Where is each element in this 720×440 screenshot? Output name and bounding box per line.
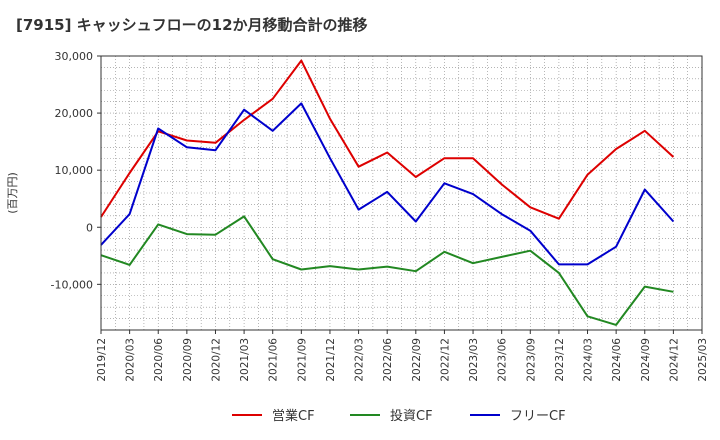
chart-title: [7915] キャッシュフローの12か月移動合計の推移 (16, 16, 368, 34)
x-tick-label: 2023/09 (525, 338, 537, 382)
y-tick-label: 0 (86, 221, 93, 234)
grid-lines (101, 55, 702, 331)
x-tick-label: 2023/06 (497, 338, 509, 382)
x-tick-label: 2024/03 (583, 338, 595, 382)
x-tick-label: 2025/03 (697, 338, 709, 382)
legend: 営業CF 投資CF フリーCF (232, 408, 566, 424)
x-tick-label: 2023/12 (554, 338, 566, 382)
x-tick-label: 2024/06 (611, 338, 623, 382)
x-tick-label: 2024/09 (640, 338, 652, 382)
y-tick-label: 10,000 (55, 164, 94, 177)
series-line-2 (100, 215, 674, 326)
x-axis-ticks: 2019/12 2020/03 2020/06 2020/09 2020/12 2021/… (96, 330, 709, 382)
y-tick-label: 30,000 (55, 50, 94, 63)
legend-label-1: 営業CF (272, 408, 315, 424)
y-axis-label: (百万円) (6, 172, 19, 214)
x-tick-label: 2019/12 (96, 338, 108, 382)
x-tick-label: 2020/12 (210, 338, 222, 382)
x-tick-label: 2022/09 (411, 338, 423, 382)
x-tick-label: 2022/12 (439, 338, 451, 382)
x-tick-label: 2020/03 (125, 338, 137, 382)
legend-label-2: 投資CF (390, 408, 433, 424)
series-line-1 (100, 59, 675, 220)
x-tick-label: 2024/12 (668, 338, 680, 382)
y-tick-label: -10,000 (51, 278, 93, 291)
x-tick-label: 2020/06 (153, 338, 165, 382)
series-lines (100, 59, 675, 326)
plot-frame (100, 55, 703, 331)
x-tick-label: 2021/06 (268, 338, 280, 382)
x-tick-label: 2021/12 (325, 338, 337, 382)
x-tick-label: 2022/03 (354, 338, 366, 382)
series-line-3 (100, 102, 675, 266)
x-tick-label: 2021/03 (239, 338, 251, 382)
x-tick-label: 2021/09 (296, 338, 308, 382)
legend-label-3: フリーCF (510, 409, 566, 424)
x-tick-label: 2020/09 (182, 338, 194, 382)
y-tick-label: 20,000 (55, 107, 94, 120)
x-tick-label: 2023/03 (468, 338, 480, 382)
y-axis-ticks: 30,000 20,000 10,000 0 -10,000 (51, 50, 101, 291)
x-tick-label: 2022/06 (382, 338, 394, 382)
